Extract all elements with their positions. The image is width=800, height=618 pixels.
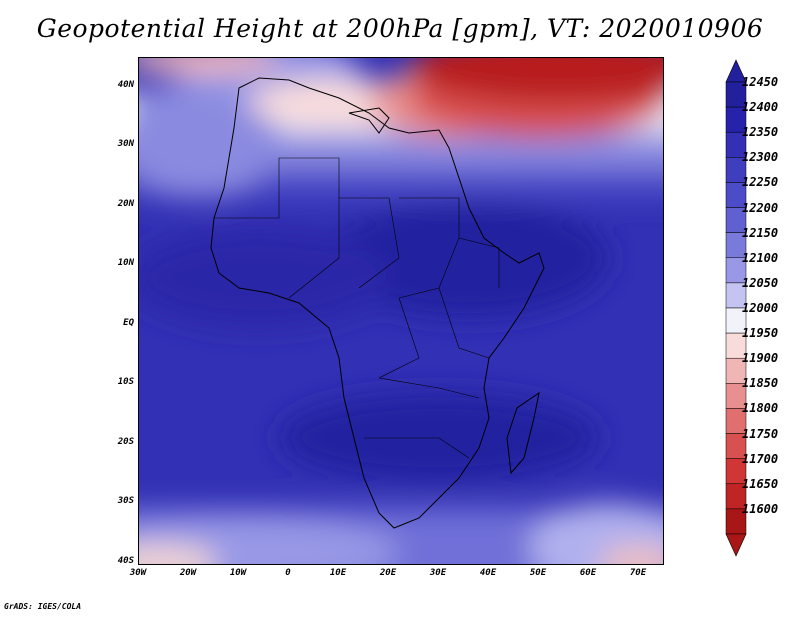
lat-label-30s: 30S [117, 496, 134, 506]
colorbar-level-label: 11900 [742, 351, 779, 366]
colorbar-level-label: 12050 [742, 275, 779, 290]
lon-label-0: 0 [285, 568, 291, 578]
colorbar-level-label: 12150 [742, 225, 779, 240]
colorbar-level-label: 11700 [742, 451, 779, 466]
map-plot-area [138, 57, 664, 565]
lon-label-10w: 10W [229, 568, 247, 578]
lat-label-20s: 20S [117, 437, 134, 447]
lon-label-30e: 30E [429, 568, 447, 578]
colorbar-level-label: 12200 [742, 200, 779, 215]
coastlines [210, 77, 545, 529]
colorbar [725, 59, 747, 557]
colorbar-level-label: 11600 [742, 501, 779, 516]
colorbar-level-label: 12100 [742, 250, 779, 265]
colorbar-level-label: 11750 [742, 426, 779, 441]
colorbar-level-label: 12000 [742, 301, 779, 315]
country-borders [214, 157, 500, 459]
lon-label-20w: 20W [179, 568, 197, 578]
colorbar-bottom-arrow [725, 533, 747, 557]
lat-label-10s: 10S [117, 377, 134, 387]
colorbar-level-label: 12250 [742, 175, 779, 190]
height-field [139, 58, 663, 564]
colorbar-level-label: 11850 [742, 376, 779, 391]
lat-label-30n: 30N [117, 139, 134, 149]
lat-label-40n: 40N [117, 80, 134, 90]
geopotential-map [139, 58, 663, 564]
grads-credit: GrADS: IGES/COLA [4, 602, 82, 611]
colorbar-level-label: 12450 [742, 75, 779, 89]
colorbar-level-label: 12350 [742, 125, 779, 140]
colorbar-level-label: 12400 [742, 100, 779, 115]
colorbar-level-label: 11800 [742, 401, 779, 416]
lat-label-eq: EQ [123, 318, 134, 328]
lon-label-40e: 40E [479, 568, 497, 578]
lon-label-20e: 20E [379, 568, 397, 578]
colorbar-level-label: 11950 [742, 326, 779, 341]
lon-label-70e: 70E [629, 568, 647, 578]
lat-label-40s: 40S [117, 556, 134, 566]
colorbar-level-label: 11650 [742, 476, 779, 491]
lat-label-10n: 10N [117, 258, 134, 268]
lon-label-60e: 60E [579, 568, 597, 578]
lon-label-50e: 50E [529, 568, 547, 578]
lat-label-20n: 20N [117, 199, 134, 209]
colorbar-level-label: 12300 [742, 150, 779, 165]
lon-label-10e: 10E [329, 568, 347, 578]
map-title: Geopotential Height at 200hPa [gpm], VT:… [36, 14, 764, 43]
lon-label-30w: 30W [129, 568, 147, 578]
